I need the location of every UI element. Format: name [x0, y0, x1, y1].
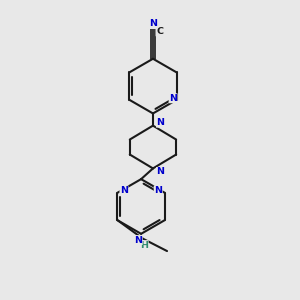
Text: N: N — [156, 167, 164, 176]
Text: N: N — [149, 19, 157, 28]
Text: H: H — [140, 241, 148, 250]
Text: N: N — [154, 186, 162, 195]
Text: C: C — [156, 27, 163, 36]
Text: N: N — [120, 186, 128, 195]
Text: N: N — [169, 94, 177, 103]
Text: N: N — [156, 118, 164, 127]
Text: N: N — [134, 236, 142, 244]
